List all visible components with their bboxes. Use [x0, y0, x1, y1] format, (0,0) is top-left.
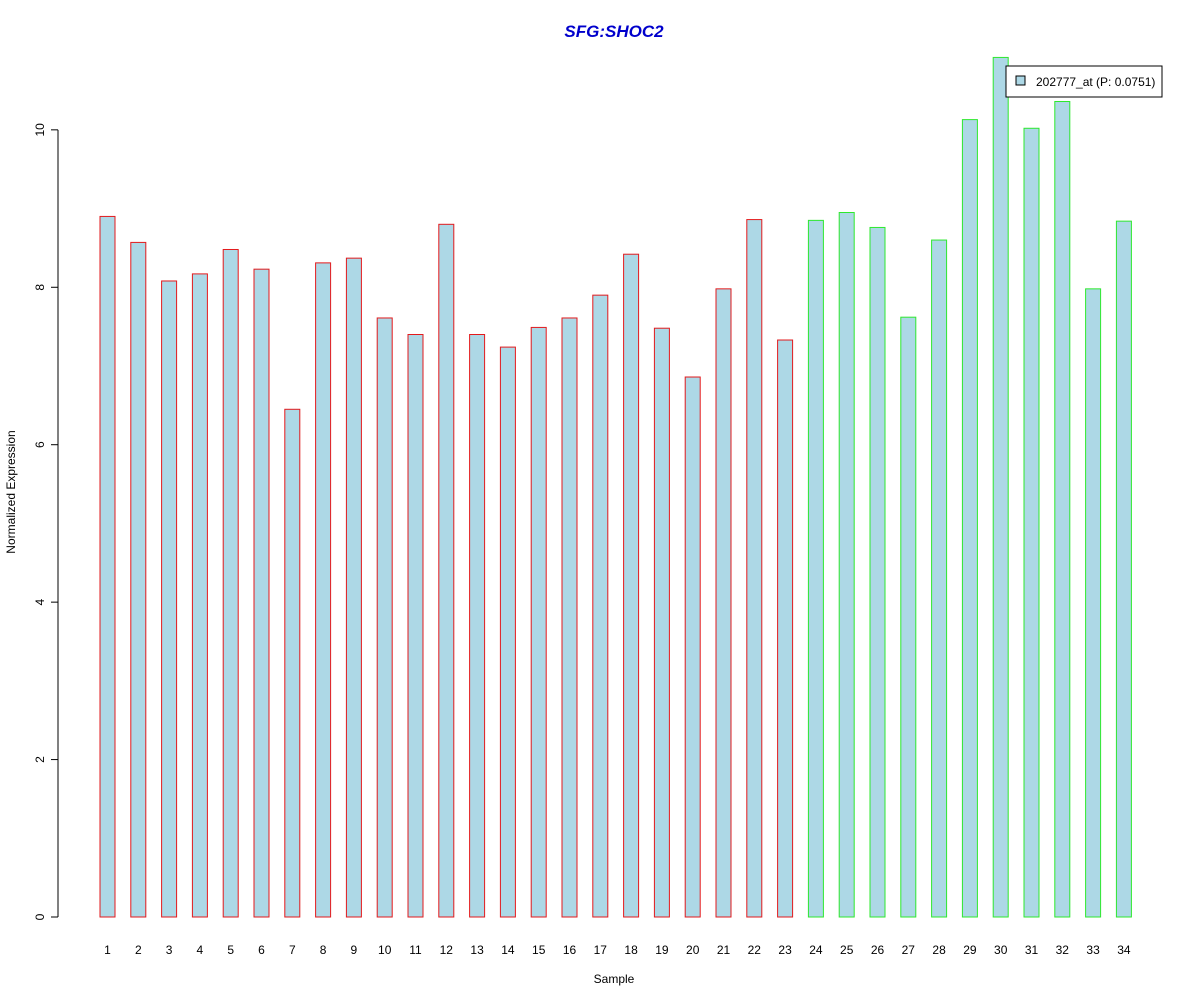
chart-title: SFG:SHOC2 — [564, 22, 664, 41]
bar-sample-22 — [746, 219, 763, 918]
bar-sample-20 — [684, 376, 701, 918]
x-tick-label: 8 — [320, 943, 327, 957]
bar-sample-12 — [438, 223, 455, 918]
bar-sample-19 — [653, 327, 670, 918]
x-tick-label: 1 — [104, 943, 111, 957]
x-tick-label: 16 — [563, 943, 577, 957]
legend-swatch — [1015, 75, 1026, 86]
x-tick-label: 23 — [778, 943, 792, 957]
y-tick-label: 8 — [33, 284, 47, 291]
x-tick-label: 10 — [378, 943, 392, 957]
bar-sample-18 — [623, 253, 640, 918]
x-tick-label: 28 — [932, 943, 946, 957]
bar-sample-27 — [900, 316, 917, 918]
y-tick-label: 2 — [33, 756, 47, 763]
x-tick-label: 29 — [963, 943, 977, 957]
bar-sample-9 — [345, 257, 362, 918]
bar-sample-32 — [1054, 101, 1071, 918]
bar-sample-26 — [869, 226, 886, 918]
legend: 202777_at (P: 0.0751) — [1005, 65, 1163, 98]
bar-sample-1 — [99, 215, 116, 918]
x-tick-label: 33 — [1086, 943, 1100, 957]
bar-sample-30 — [992, 56, 1009, 918]
bar-sample-16 — [561, 317, 578, 918]
y-axis-label: Normalized Expression — [4, 430, 18, 553]
bar-sample-15 — [530, 326, 547, 918]
x-tick-label: 27 — [902, 943, 916, 957]
bar-sample-21 — [715, 288, 732, 918]
x-tick-label: 5 — [227, 943, 234, 957]
x-tick-label: 15 — [532, 943, 546, 957]
bar-sample-3 — [161, 280, 178, 918]
bar-sample-10 — [376, 317, 393, 918]
legend-box — [1005, 65, 1163, 98]
y-tick-label: 10 — [33, 123, 47, 137]
bar-sample-29 — [961, 119, 978, 918]
x-tick-label: 20 — [686, 943, 700, 957]
x-tick-label: 24 — [809, 943, 823, 957]
x-tick-label: 19 — [655, 943, 669, 957]
bar-sample-6 — [253, 268, 270, 918]
y-axis: 0 2 4 6 8 10 — [33, 123, 59, 920]
x-tick-label: 12 — [440, 943, 454, 957]
x-tick-label: 7 — [289, 943, 296, 957]
x-tick-label: 14 — [501, 943, 515, 957]
bar-sample-17 — [592, 294, 609, 918]
bar-sample-13 — [469, 334, 486, 918]
x-tick-label: 9 — [351, 943, 358, 957]
bar-sample-4 — [191, 273, 208, 918]
x-tick-label: 25 — [840, 943, 854, 957]
x-tick-label: 21 — [717, 943, 731, 957]
bar-sample-34 — [1115, 220, 1132, 918]
x-tick-label: 6 — [258, 943, 265, 957]
x-tick-label: 32 — [1056, 943, 1070, 957]
x-tick-label: 3 — [166, 943, 173, 957]
bar-sample-2 — [130, 241, 147, 918]
bar-sample-24 — [807, 219, 824, 918]
bar-sample-31 — [1023, 127, 1040, 918]
bar-sample-11 — [407, 334, 424, 918]
bar-sample-5 — [222, 248, 239, 918]
bar-sample-33 — [1085, 288, 1102, 918]
y-tick-label: 6 — [33, 441, 47, 448]
x-tick-label: 34 — [1117, 943, 1131, 957]
bar-sample-8 — [315, 262, 332, 918]
x-tick-label: 18 — [624, 943, 638, 957]
x-tick-labels: 1 2 3 4 5 6 7 8 9 10 11 12 13 14 15 16 17 18 19 20 21 22 23 24 2… — [104, 943, 1131, 957]
x-axis-label: Sample — [594, 972, 635, 986]
bar-sample-28 — [931, 239, 948, 918]
bars-group — [99, 56, 1132, 918]
bar-sample-25 — [838, 211, 855, 918]
x-tick-label: 30 — [994, 943, 1008, 957]
x-tick-label: 2 — [135, 943, 142, 957]
bar-sample-23 — [777, 339, 794, 918]
x-tick-label: 31 — [1025, 943, 1039, 957]
bar-sample-7 — [284, 408, 301, 918]
x-tick-label: 17 — [594, 943, 608, 957]
x-tick-label: 26 — [871, 943, 885, 957]
x-tick-label: 4 — [197, 943, 204, 957]
x-tick-label: 13 — [470, 943, 484, 957]
legend-label: 202777_at (P: 0.0751) — [1036, 75, 1155, 89]
x-tick-label: 22 — [748, 943, 762, 957]
bar-sample-14 — [499, 346, 516, 918]
y-tick-label: 0 — [33, 913, 47, 920]
x-tick-label: 11 — [409, 943, 422, 957]
y-tick-label: 4 — [33, 598, 47, 605]
